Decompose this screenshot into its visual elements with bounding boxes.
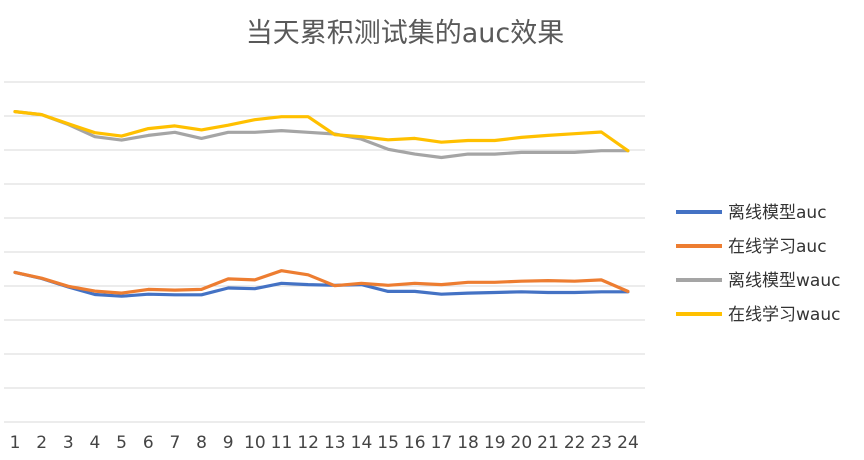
series-lines	[13, 109, 630, 298]
x-tick-label: 24	[617, 433, 639, 453]
series-line-3	[13, 109, 630, 153]
x-tick-label: 22	[564, 433, 586, 453]
x-tick-label: 12	[297, 433, 319, 453]
x-tick-label: 5	[116, 433, 127, 453]
x-tick-label: 7	[169, 433, 180, 453]
legend-label: 在线学习wauc	[728, 305, 840, 325]
x-axis-ticks: 1 2 3 4 5 6 7 8 9 10 11 12 13 14 15 16 17 18 19 20 21 22 23 24	[10, 433, 639, 453]
series-line-2	[13, 109, 630, 160]
x-tick-label: 10	[244, 433, 266, 453]
x-tick-label: 16	[404, 433, 426, 453]
legend-label: 离线模型wauc	[728, 271, 840, 291]
gridlines	[4, 81, 645, 423]
x-tick-label: 21	[537, 433, 559, 453]
x-tick-label: 1	[10, 433, 21, 453]
x-tick-label: 9	[223, 433, 234, 453]
series-line-0	[13, 270, 630, 298]
x-tick-label: 14	[351, 433, 373, 453]
x-tick-label: 15	[377, 433, 399, 453]
x-tick-label: 2	[36, 433, 47, 453]
x-tick-label: 8	[196, 433, 207, 453]
x-tick-label: 11	[271, 433, 293, 453]
x-tick-label: 4	[90, 433, 101, 453]
series-line-1	[13, 269, 630, 295]
x-tick-label: 19	[484, 433, 506, 453]
x-tick-label: 20	[511, 433, 533, 453]
chart-title: 当天累积测试集的auc效果	[246, 18, 565, 49]
x-tick-label: 17	[431, 433, 453, 453]
x-tick-label: 23	[590, 433, 612, 453]
x-tick-label: 13	[324, 433, 346, 453]
x-tick-label: 6	[143, 433, 154, 453]
legend-label: 离线模型auc	[728, 203, 827, 223]
legend-label: 在线学习auc	[728, 237, 827, 257]
x-tick-label: 3	[63, 433, 74, 453]
legend: 离线模型auc 在线学习auc 离线模型wauc 在线学习wauc	[676, 203, 840, 325]
x-tick-label: 18	[457, 433, 479, 453]
